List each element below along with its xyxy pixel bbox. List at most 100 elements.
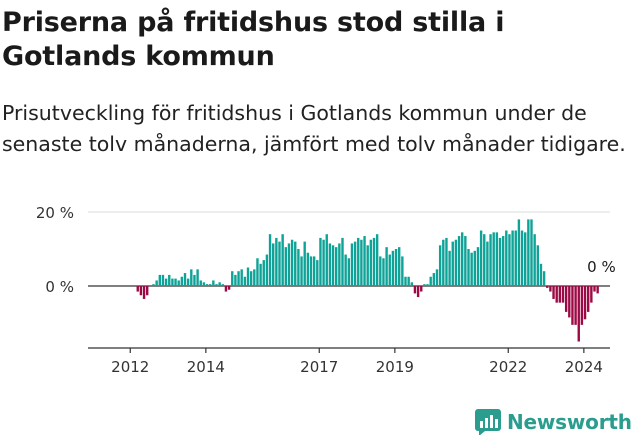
bar [353,241,357,286]
bar [596,286,599,294]
last-value-label: 0 % [587,258,616,276]
bar [350,243,354,286]
bar [527,219,530,286]
chart-title: Priserna på fritidshus stod stilla i Got… [2,7,505,72]
bar [218,282,221,286]
bar [520,230,524,286]
bar [489,234,492,286]
bar [284,247,287,286]
bar [275,237,278,286]
bar [322,239,325,286]
bar [388,254,391,286]
bar [587,286,590,312]
bar [268,234,272,286]
bar [483,234,486,286]
bar [202,282,206,286]
bar [331,245,335,286]
bar [152,284,155,286]
bar [347,258,350,286]
bar [580,286,584,325]
x-tick-label: 2022 [489,358,527,376]
bar [366,245,369,286]
bar [492,232,495,286]
bar [590,286,593,303]
bar [401,256,404,286]
bar [470,252,473,286]
bar [281,234,284,286]
bar [294,241,297,286]
bar [564,286,568,312]
bar [486,241,489,286]
bar [224,286,228,292]
bar [413,286,417,294]
bar [546,286,549,288]
bar [561,286,565,303]
bar [300,256,303,286]
bar [426,284,429,286]
bar [190,269,193,286]
bar [438,245,442,286]
bar [574,286,577,325]
bar [416,286,420,298]
bar [398,247,401,286]
newsworthy-logo-text: Newsworthy [507,410,631,434]
bar [328,243,332,286]
bar [177,280,180,286]
y-tick-label: 0 % [45,278,74,296]
bar [542,271,546,286]
bar [338,243,341,286]
x-tick-label: 2014 [187,358,225,376]
bar [505,230,508,286]
bar [448,250,451,286]
bar [432,273,436,286]
bar [391,250,395,286]
bar [199,280,202,286]
bar [501,236,505,286]
bar [312,256,316,286]
bar [237,271,240,286]
bar [583,286,587,320]
bar [256,258,259,286]
bar [309,256,313,286]
bar [451,241,454,286]
bar [511,230,514,286]
bar [303,241,306,286]
bar [407,276,410,286]
bar [209,284,212,286]
x-tick-label: 2012 [111,358,149,376]
bar [369,239,373,286]
bar [558,286,562,303]
bar [514,230,517,286]
bar [249,271,253,286]
x-tick-label: 2024 [565,358,603,376]
bar [259,263,262,286]
bar [155,280,158,286]
bar [171,278,174,286]
bar [136,286,139,292]
bar [571,286,574,325]
bar [467,249,470,286]
bar [479,230,483,286]
bar [139,286,143,296]
bar [498,237,502,286]
bar [227,286,231,290]
chart-subtitle: Prisutveckling för fritidshus i Gotlands… [2,101,626,156]
bar [394,249,398,286]
bar [382,258,385,286]
bar [316,260,319,286]
bar [158,274,161,286]
bar [410,282,413,286]
bar [290,239,294,286]
bar [404,276,407,286]
bar [461,232,464,286]
bar [508,234,511,286]
bar [142,286,146,299]
bar [372,237,376,286]
bar [385,247,388,286]
bar [287,243,291,286]
bar [234,274,237,286]
bar [577,286,580,342]
bar [272,243,275,286]
bar [457,236,461,286]
bar [186,278,190,286]
